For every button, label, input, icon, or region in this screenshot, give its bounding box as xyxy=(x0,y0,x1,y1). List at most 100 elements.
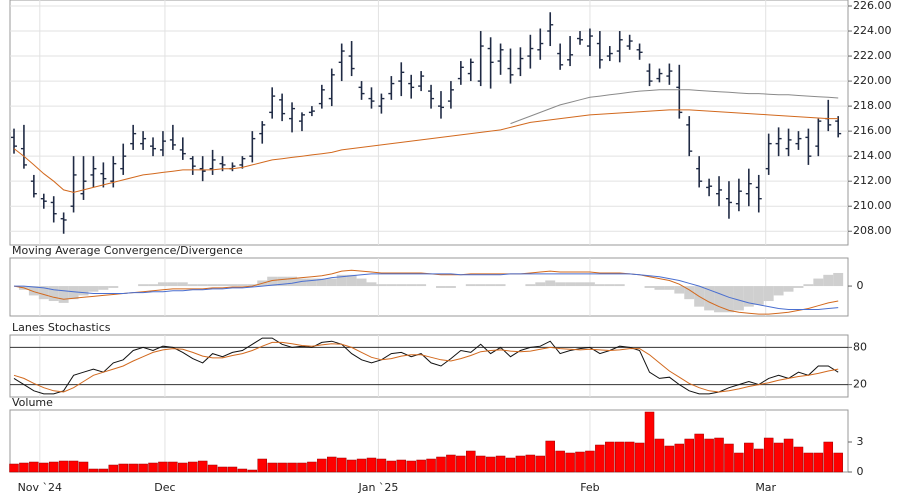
histogram-bar xyxy=(614,284,625,287)
volume-bar xyxy=(39,462,49,473)
histogram-bar xyxy=(197,284,208,287)
volume-bar xyxy=(515,455,526,473)
volume-bar xyxy=(336,457,347,473)
volume-bar xyxy=(823,441,834,473)
volume-bar xyxy=(386,460,397,473)
volume-bar xyxy=(297,462,307,473)
moving-average-line xyxy=(510,89,839,125)
histogram-bar xyxy=(674,286,685,294)
histogram-bar xyxy=(177,282,188,287)
histogram-bar xyxy=(535,282,546,287)
volume-bar xyxy=(138,463,148,473)
y-tick-label: 226.00 xyxy=(853,0,892,12)
volume-bar xyxy=(485,456,496,473)
volume-bar xyxy=(88,468,99,473)
volume-bar xyxy=(48,461,59,473)
histogram-bar xyxy=(98,286,109,290)
volume-bar xyxy=(456,455,466,473)
histogram-bar xyxy=(157,282,168,287)
histogram-bar xyxy=(704,286,715,311)
histogram-bar xyxy=(743,286,754,307)
panel-title: Volume xyxy=(12,396,53,409)
histogram-bar xyxy=(545,280,556,287)
y-tick-label: 80 xyxy=(853,340,867,353)
histogram-bar xyxy=(436,286,446,288)
volume-bar xyxy=(724,443,734,473)
histogram-bar xyxy=(525,284,536,287)
histogram-bar xyxy=(148,284,158,287)
histogram-bar xyxy=(575,282,585,287)
volume-bar xyxy=(277,462,287,473)
histogram-bar xyxy=(316,278,327,287)
volume-bar xyxy=(426,458,436,473)
histogram-bar xyxy=(88,286,99,292)
y-tick-label: 212.00 xyxy=(853,174,892,187)
indicator-line xyxy=(13,341,839,393)
volume-bar xyxy=(595,444,605,473)
histogram-bar xyxy=(465,284,476,287)
indicator-line xyxy=(14,273,839,310)
volume-bar xyxy=(684,438,694,473)
volume-bar xyxy=(68,460,79,473)
volume-bar xyxy=(704,438,714,473)
histogram-bar xyxy=(823,274,834,287)
volume-bar xyxy=(565,452,575,473)
volume-bar xyxy=(694,433,704,473)
volume-bar xyxy=(406,460,416,473)
volume-bar xyxy=(545,440,555,473)
volume-bar xyxy=(436,456,446,473)
histogram-bar xyxy=(445,286,456,288)
volume-bar xyxy=(654,438,665,473)
x-tick-label: Feb xyxy=(580,481,599,494)
histogram-bar xyxy=(733,286,744,311)
volume-bar xyxy=(624,441,635,473)
y-tick-label: 208.00 xyxy=(853,224,892,237)
y-tick-label: 220.00 xyxy=(853,74,892,87)
volume-bar xyxy=(19,462,29,473)
volume-bar xyxy=(9,463,19,473)
x-tick-label: Jan `25 xyxy=(357,481,398,494)
volume-bar xyxy=(575,451,585,473)
volume-bar xyxy=(555,450,565,473)
volume-bar xyxy=(714,437,724,473)
indicator-line xyxy=(13,337,839,395)
volume-bar xyxy=(267,462,277,473)
volume-bar xyxy=(366,457,377,473)
volume-bar xyxy=(763,437,774,473)
histogram-bar xyxy=(356,278,367,287)
histogram-bar xyxy=(138,284,149,287)
histogram-bar xyxy=(207,284,218,287)
histogram-bar xyxy=(237,284,248,287)
histogram-bar xyxy=(376,284,387,287)
histogram-bar xyxy=(793,286,804,288)
volume-bar xyxy=(307,461,317,473)
volume-bar xyxy=(187,461,198,473)
y-tick-label: 216.00 xyxy=(853,124,892,137)
volume-bar xyxy=(287,462,297,473)
volume-bar xyxy=(356,458,367,473)
histogram-bar xyxy=(773,286,784,296)
volume-bar xyxy=(148,462,158,473)
y-tick-label: 214.00 xyxy=(853,149,892,162)
volume-bar xyxy=(58,460,69,473)
histogram-bar xyxy=(297,278,307,287)
histogram-bar xyxy=(167,282,178,287)
volume-bar xyxy=(813,452,824,473)
y-tick-label: 0 xyxy=(857,465,864,478)
volume-bar xyxy=(178,462,188,473)
volume-bar xyxy=(217,466,228,473)
volume-bar xyxy=(614,441,625,473)
volume-bar xyxy=(327,456,337,473)
y-tick-label: 3 xyxy=(857,435,864,448)
histogram-bar xyxy=(803,284,814,287)
volume-bar xyxy=(734,452,744,473)
histogram-bar xyxy=(386,284,397,287)
histogram-bar xyxy=(108,286,119,288)
volume-bar xyxy=(346,459,357,473)
panel-title: Lanes Stochastics xyxy=(12,321,111,334)
histogram-bar xyxy=(714,286,724,313)
histogram-bar xyxy=(366,282,377,287)
histogram-bar xyxy=(684,286,695,300)
volume-bar xyxy=(475,455,486,473)
